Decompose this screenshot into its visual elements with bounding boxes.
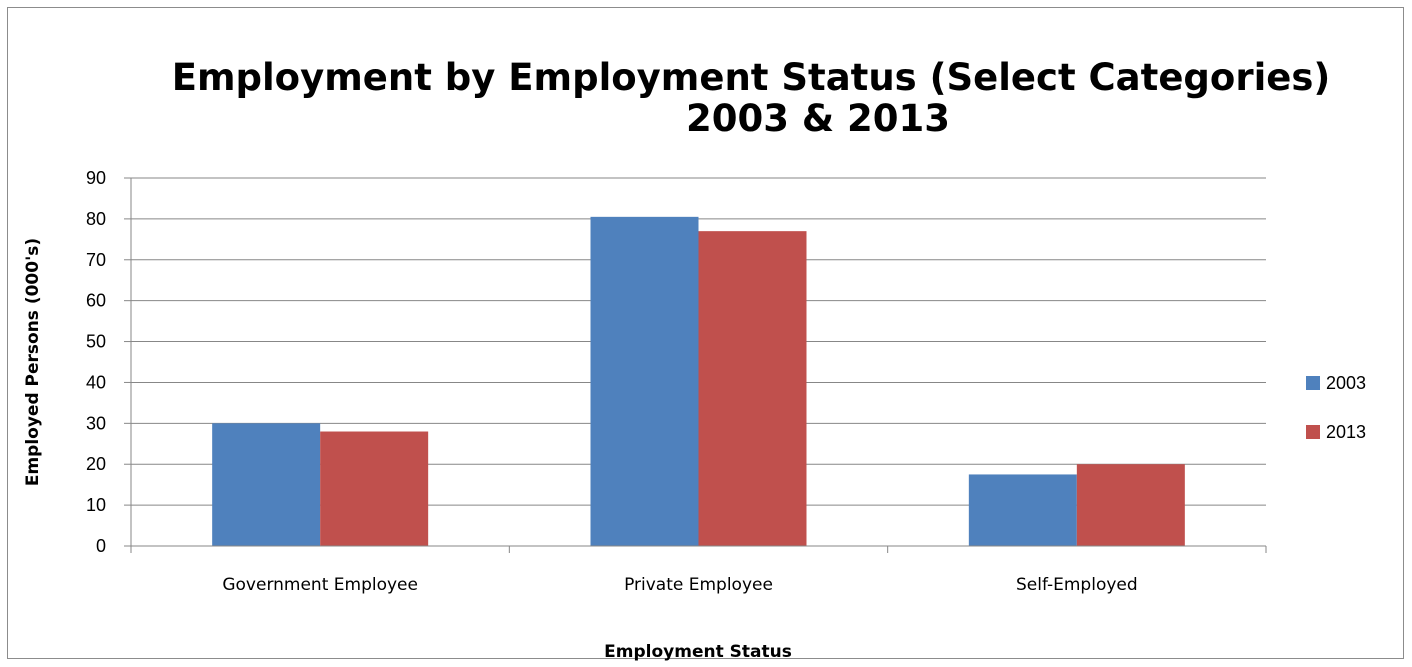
x-category-label: Self-Employed (1016, 575, 1138, 595)
category-labels: Government Employee Private Employee Self-… (222, 575, 1137, 595)
bar-2003-self-employed (968, 474, 1077, 546)
y-tick-label: 50 (86, 332, 106, 352)
bar-2003-government-employee (212, 423, 321, 546)
chart-title-line1: Employment by Employment Status (Select … (172, 56, 1331, 99)
y-tick-label: 40 (86, 372, 106, 392)
x-axis-title: Employment Status (604, 642, 792, 662)
legend-label-2003: 2003 (1326, 373, 1366, 393)
bar-2013-self-employed (1076, 464, 1185, 546)
axes (130, 178, 1267, 553)
bars (212, 216, 1185, 546)
chart-title-line2: 2003 & 2013 (686, 97, 950, 140)
y-tick-label: 20 (86, 454, 106, 474)
legend-label-2013: 2013 (1326, 422, 1366, 442)
legend-swatch-2013 (1306, 425, 1320, 439)
x-category-label: Private Employee (624, 575, 773, 595)
y-tick-label: 0 (96, 536, 106, 556)
y-tick-label: 90 (86, 168, 106, 188)
y-tick-label: 80 (86, 209, 106, 229)
legend: 2003 2013 (1306, 373, 1366, 442)
y-tick-label: 60 (86, 291, 106, 311)
y-tick-labels: 0 10 20 30 40 50 60 70 80 90 (86, 168, 106, 556)
legend-swatch-2003 (1306, 376, 1320, 390)
y-axis-title: Employed Persons (000's) (23, 238, 43, 486)
y-tick-label: 70 (86, 250, 106, 270)
x-category-label: Government Employee (222, 575, 418, 595)
bar-2013-government-employee (320, 431, 429, 546)
y-tick-label: 10 (86, 495, 106, 515)
bar-2003-private-employee (590, 216, 699, 546)
y-tick-label: 30 (86, 413, 106, 433)
bar-2013-private-employee (698, 231, 807, 546)
